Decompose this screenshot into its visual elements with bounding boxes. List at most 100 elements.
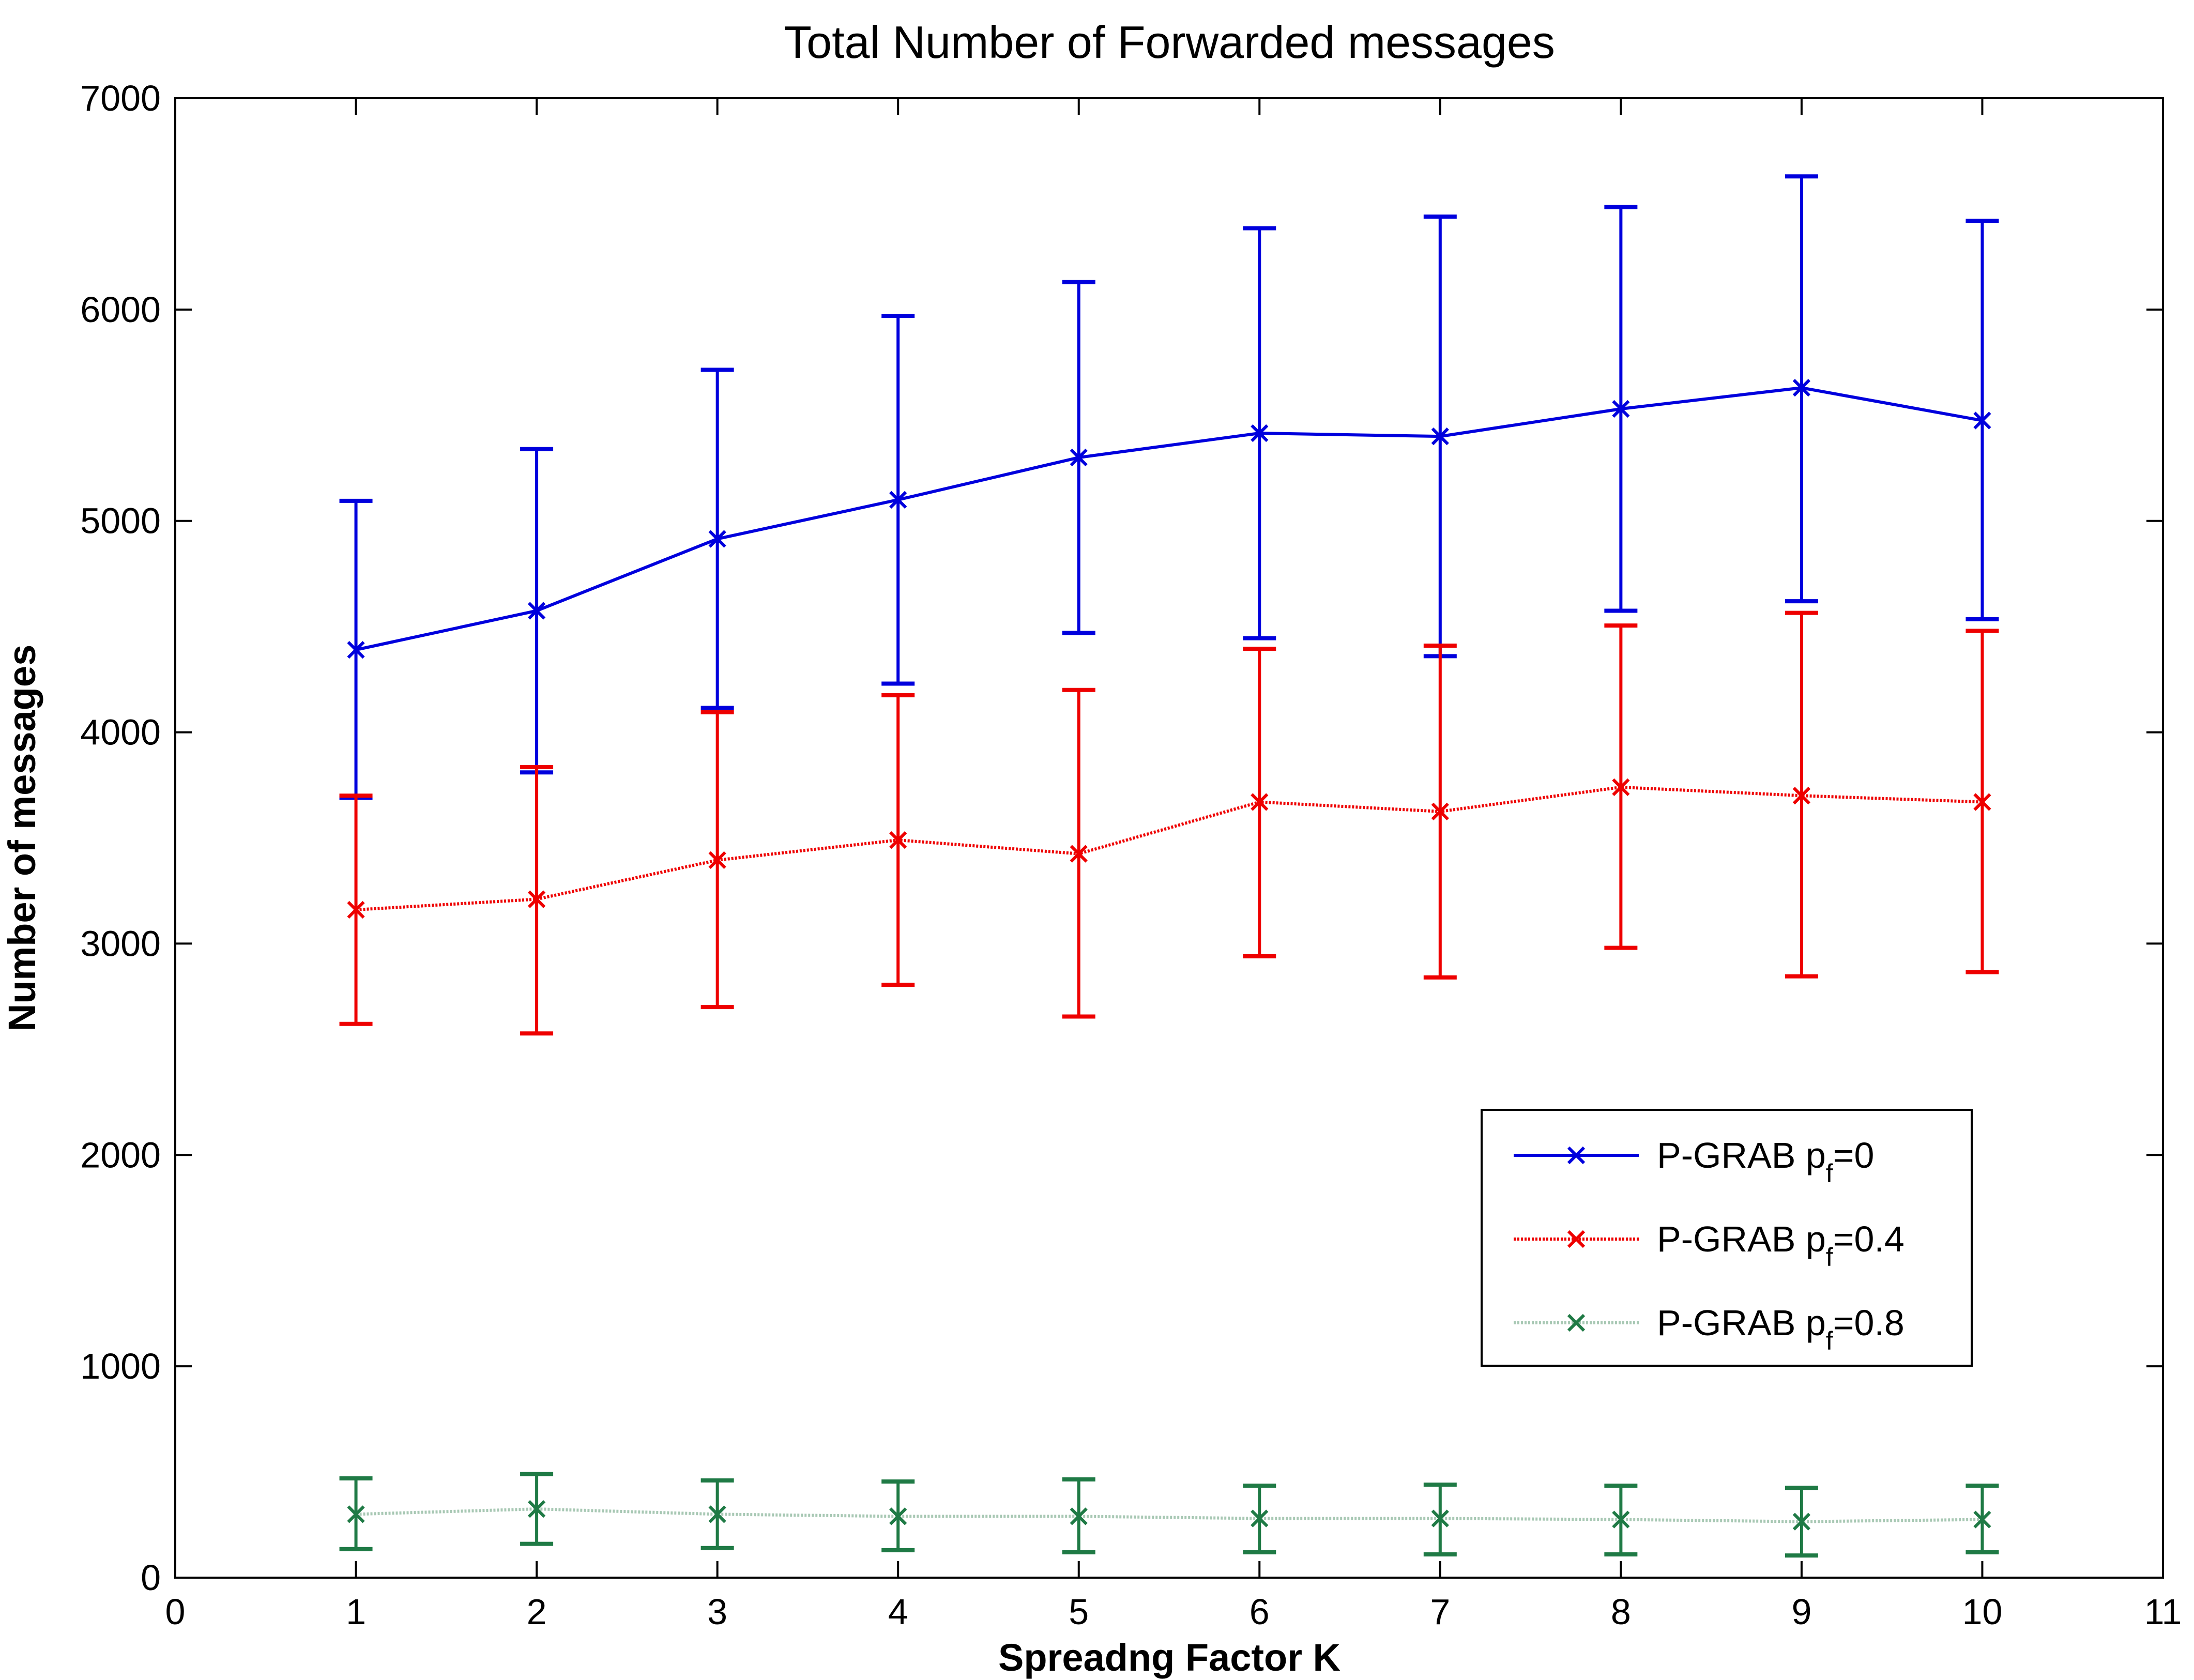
series-line xyxy=(356,1507,1983,1523)
x-tick-label: 9 xyxy=(1791,1592,1811,1632)
legend-entry-label: P-GRAB pf=0.4 xyxy=(1657,1219,1904,1272)
legend-entry-label: P-GRAB pf=0 xyxy=(1657,1135,1874,1188)
data-point-marker xyxy=(1612,778,1630,796)
marker-stroke xyxy=(347,1505,365,1523)
x-tick-label: 5 xyxy=(1069,1592,1089,1632)
marker-stroke xyxy=(1070,1507,1088,1525)
marker-stroke xyxy=(708,530,726,548)
marker-stroke xyxy=(1431,1509,1449,1528)
marker-stroke xyxy=(708,851,726,869)
data-point-marker xyxy=(1070,448,1088,467)
marker-stroke xyxy=(889,1507,907,1525)
x-tick-label: 3 xyxy=(707,1592,727,1632)
data-point-marker xyxy=(1070,1507,1088,1525)
chart-title: Total Number of Forwarded messages xyxy=(784,17,1555,68)
x-tick-label: 2 xyxy=(527,1592,547,1632)
marker-stroke xyxy=(1973,411,1991,430)
data-point-marker xyxy=(889,831,907,849)
legend-label-main: P-GRAB p xyxy=(1657,1219,1826,1259)
data-point-marker xyxy=(1251,1509,1269,1528)
marker-stroke xyxy=(889,831,907,849)
series-line xyxy=(356,785,1983,912)
marker-stroke xyxy=(527,890,546,908)
y-tick-label: 3000 xyxy=(80,923,161,964)
data-point-marker xyxy=(1431,427,1449,446)
axis-ticks: 0 1 2 3 4 5 6 7 8 9 10 11 0 1000 2000 3000 4000 5000 6000 7… xyxy=(80,78,2182,1632)
marker-stroke xyxy=(1973,793,1991,811)
marker-stroke xyxy=(527,602,546,620)
marker-stroke xyxy=(1431,802,1449,821)
marker-stroke xyxy=(1792,379,1811,397)
x-tick-label: 6 xyxy=(1250,1592,1270,1632)
legend-label-subscript: f xyxy=(1826,1159,1833,1188)
x-tick-label: 8 xyxy=(1611,1592,1631,1632)
data-point-marker xyxy=(527,602,546,620)
marker-stroke xyxy=(1251,793,1269,811)
marker-stroke xyxy=(1792,787,1811,805)
y-tick-label: 2000 xyxy=(80,1135,161,1175)
data-point-marker xyxy=(1251,424,1269,442)
legend-label-suffix: =0.8 xyxy=(1833,1303,1904,1343)
series-1 xyxy=(339,174,1999,800)
data-point-marker xyxy=(1973,793,1991,811)
x-tick-label: 7 xyxy=(1430,1592,1450,1632)
legend-box xyxy=(1481,1109,1973,1367)
y-tick-label: 1000 xyxy=(80,1346,161,1386)
marker-stroke xyxy=(1251,1509,1269,1528)
marker-stroke xyxy=(889,491,907,509)
data-point-marker xyxy=(1251,793,1269,811)
legend-marker xyxy=(1567,1146,1586,1165)
legend: P-GRAB pf=0P-GRAB pf=0.4P-GRAB pf=0.8 xyxy=(1481,1109,1973,1367)
marker-stroke xyxy=(527,1500,546,1518)
data-point-marker xyxy=(527,890,546,908)
legend-label-suffix: =0.4 xyxy=(1833,1219,1904,1259)
data-point-marker xyxy=(347,640,365,659)
marker-stroke xyxy=(1251,424,1269,442)
data-point-marker xyxy=(889,1507,907,1525)
y-axis-label: Number of messages xyxy=(1,645,43,1032)
data-point-marker xyxy=(347,900,365,919)
marker-stroke xyxy=(347,900,365,919)
x-tick-label: 1 xyxy=(346,1592,366,1632)
data-point-marker xyxy=(1431,802,1449,821)
marker-stroke xyxy=(1070,448,1088,467)
legend-label-main: P-GRAB p xyxy=(1657,1303,1826,1343)
series-2 xyxy=(339,610,1999,1036)
legend-label-subscript: f xyxy=(1826,1243,1833,1272)
data-point-marker xyxy=(527,1500,546,1518)
y-tick-label: 4000 xyxy=(80,712,161,753)
series-layer xyxy=(339,174,1999,1558)
legend-label-subscript: f xyxy=(1826,1326,1833,1355)
marker-stroke xyxy=(1070,845,1088,863)
legend-label-main: P-GRAB p xyxy=(1657,1135,1826,1175)
data-point-marker xyxy=(1792,787,1811,805)
data-point-marker xyxy=(1070,845,1088,863)
data-point-marker xyxy=(1973,411,1991,430)
data-point-marker xyxy=(708,851,726,869)
series-3 xyxy=(339,1472,1999,1558)
data-point-marker xyxy=(889,491,907,509)
y-tick-label: 0 xyxy=(141,1557,161,1598)
data-point-marker xyxy=(1973,1510,1991,1529)
x-tick-label: 4 xyxy=(888,1592,908,1632)
marker-stroke xyxy=(1792,1513,1811,1531)
y-tick-label: 7000 xyxy=(80,78,161,118)
marker-stroke xyxy=(1431,427,1449,446)
marker-stroke xyxy=(1612,400,1630,418)
marker-stroke xyxy=(708,1505,726,1523)
y-tick-label: 5000 xyxy=(80,501,161,541)
legend-label-suffix: =0 xyxy=(1833,1135,1875,1175)
x-tick-label: 11 xyxy=(2144,1592,2182,1632)
data-point-marker xyxy=(1792,379,1811,397)
series-line xyxy=(355,386,1983,652)
legend-marker xyxy=(1567,1314,1586,1332)
data-point-marker xyxy=(708,1505,726,1523)
legend-marker xyxy=(1567,1230,1586,1248)
data-point-marker xyxy=(1792,1513,1811,1531)
marker-stroke xyxy=(1973,1510,1991,1529)
marker-stroke xyxy=(1612,1510,1630,1529)
data-point-marker xyxy=(1612,400,1630,418)
y-tick-label: 6000 xyxy=(80,289,161,330)
x-axis-label: Spreadng Factor K xyxy=(998,1636,1340,1679)
